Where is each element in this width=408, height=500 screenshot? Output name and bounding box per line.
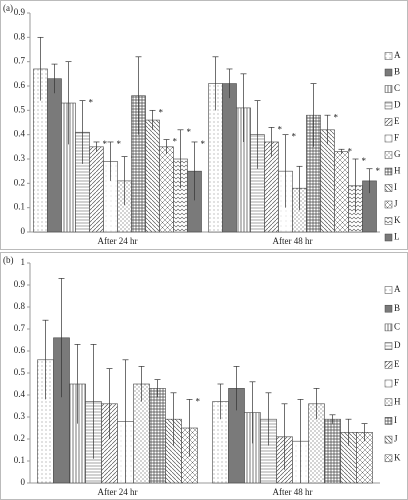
- legend-label: F: [394, 133, 399, 143]
- significance-marker: *: [117, 139, 122, 149]
- y-tick-label: 0: [21, 226, 26, 236]
- significance-marker: *: [159, 107, 164, 117]
- significance-marker: *: [187, 127, 192, 137]
- significance-marker: *: [196, 396, 201, 406]
- significance-marker: *: [201, 139, 206, 149]
- y-tick-label: 0.1: [14, 455, 25, 465]
- legend-swatch: [384, 151, 393, 159]
- legend-label: G: [394, 149, 401, 159]
- y-tick-label: 0.3: [14, 153, 26, 163]
- legend-label: J: [394, 199, 398, 209]
- bar: [89, 146, 104, 233]
- legend-swatch: [384, 167, 393, 176]
- y-tick-label: 0.3: [14, 411, 26, 421]
- legend-swatch: [384, 217, 393, 225]
- legend-swatch: [384, 398, 393, 406]
- legend-label: A: [394, 50, 401, 60]
- legend-swatch: [384, 323, 393, 332]
- bar: [159, 146, 174, 233]
- legend-swatch: [384, 342, 393, 350]
- significance-marker: *: [376, 166, 381, 176]
- significance-marker: *: [334, 112, 339, 122]
- legend-label: F: [394, 378, 399, 388]
- y-tick-label: 0: [21, 477, 26, 487]
- legend-swatch: [384, 286, 393, 294]
- legend-swatch: [384, 379, 393, 388]
- legend-label: K: [394, 452, 401, 462]
- x-tick-label: After 24 hr: [98, 487, 138, 497]
- x-tick-label: After 48 hr: [273, 487, 313, 497]
- y-tick-label: 0.5: [14, 367, 26, 377]
- y-tick-label: 0.1: [14, 202, 25, 212]
- significance-marker: *: [292, 132, 297, 142]
- bar: [47, 78, 62, 233]
- legend-swatch: [384, 118, 393, 126]
- legend-swatch: [384, 417, 393, 425]
- legend-swatch: [384, 233, 393, 242]
- legend-label: B: [394, 67, 400, 77]
- legend-label: A: [394, 284, 401, 294]
- significance-marker: *: [173, 137, 178, 147]
- panel-label: (a): [3, 3, 13, 13]
- legend-label: D: [394, 340, 401, 350]
- legend-label: H: [394, 166, 401, 176]
- bar: [222, 83, 237, 233]
- legend-label: J: [394, 434, 398, 444]
- y-tick-label: 0.4: [14, 389, 26, 399]
- panel-label: (b): [3, 255, 14, 265]
- x-tick-label: After 48 hr: [273, 236, 313, 246]
- legend-label: K: [394, 215, 401, 225]
- significance-marker: *: [278, 124, 283, 134]
- y-tick-label: 0.6: [14, 345, 26, 355]
- y-tick-label: 0.9: [14, 279, 26, 289]
- legend-label: C: [394, 321, 400, 331]
- y-tick-label: 0.8: [14, 301, 26, 311]
- y-tick-label: 0.7: [14, 56, 26, 66]
- legend-label: E: [394, 359, 400, 369]
- legend-label: L: [394, 232, 400, 242]
- bar: [145, 119, 160, 233]
- significance-marker: *: [103, 139, 108, 149]
- y-tick-label: 0.9: [14, 7, 26, 17]
- y-tick-label: 0.4: [14, 129, 26, 139]
- y-tick-label: 0.2: [14, 433, 25, 443]
- legend-label: D: [394, 100, 401, 110]
- significance-marker: *: [89, 98, 94, 108]
- legend-swatch: [384, 435, 393, 444]
- bar: [324, 418, 341, 484]
- legend-swatch: [384, 85, 393, 93]
- legend-swatch: [384, 184, 393, 192]
- y-tick-label: 0.8: [14, 31, 26, 41]
- bar: [320, 129, 335, 233]
- y-tick-label: 0.7: [14, 323, 26, 333]
- y-tick-label: 0.5: [14, 104, 26, 114]
- legend-label: E: [394, 116, 400, 126]
- legend-swatch: [384, 52, 393, 60]
- y-tick-label: 1: [21, 257, 26, 267]
- legend-swatch: [384, 200, 393, 209]
- y-tick-label: 0.6: [14, 80, 26, 90]
- legend-swatch: [384, 361, 393, 369]
- bar: [334, 151, 349, 233]
- bar: [149, 388, 166, 484]
- legend-label: C: [394, 83, 400, 93]
- legend-label: I: [394, 182, 397, 192]
- legend-swatch: [384, 68, 393, 77]
- legend-swatch: [384, 304, 393, 313]
- legend-label: B: [394, 303, 400, 313]
- significance-marker: *: [362, 156, 367, 166]
- legend-label: I: [394, 415, 397, 425]
- legend-swatch: [384, 454, 393, 463]
- significance-marker: *: [348, 146, 353, 156]
- legend-swatch: [384, 134, 393, 143]
- legend-label: H: [394, 396, 401, 406]
- legend-swatch: [384, 101, 393, 110]
- x-tick-label: After 24 hr: [98, 236, 138, 246]
- y-tick-label: 0.2: [14, 177, 25, 187]
